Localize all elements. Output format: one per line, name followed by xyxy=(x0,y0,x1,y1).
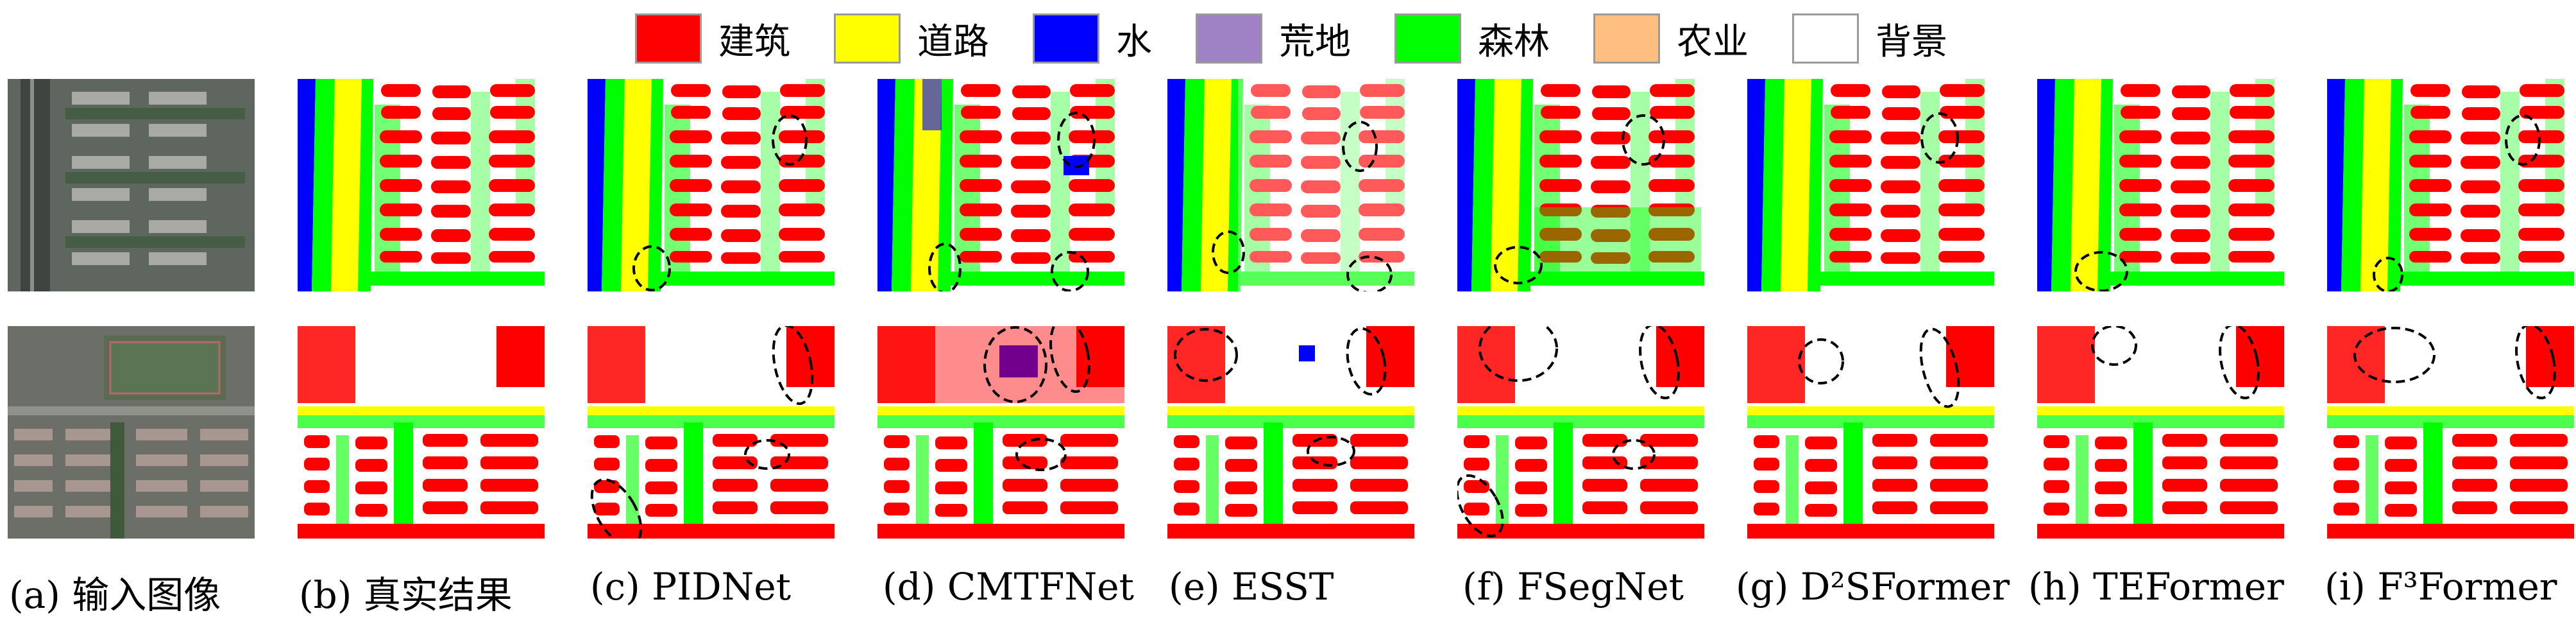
caption-ground-truth: (b) 真实结果 xyxy=(299,573,513,617)
teformer-result-bottom xyxy=(2037,326,2284,539)
ground-truth-top xyxy=(298,79,545,291)
legend-item-agriculture: 农业 xyxy=(1593,13,1749,65)
legend-label-barren: 荒地 xyxy=(1279,21,1351,63)
cmtfnet-result-bottom xyxy=(877,326,1124,539)
f3former-result-top xyxy=(2327,79,2574,291)
legend-swatch-barren xyxy=(1196,13,1262,64)
caption-fsegnet: (f) FSegNet xyxy=(1462,565,1684,609)
legend-swatch-forest xyxy=(1394,13,1461,64)
legend-swatch-background xyxy=(1792,13,1859,64)
legend-label-road: 道路 xyxy=(917,21,989,63)
d2sformer-result-bottom xyxy=(1747,326,1994,539)
cmtfnet-result-top xyxy=(877,79,1124,291)
caption-pidnet: (c) PIDNet xyxy=(590,565,791,609)
input-image-bottom xyxy=(8,326,255,539)
f3former-result-bottom xyxy=(2327,326,2574,539)
pidnet-result-top xyxy=(588,79,835,291)
esst-result-top xyxy=(1167,79,1414,291)
legend-item-water: 水 xyxy=(1033,13,1152,65)
teformer-result-top xyxy=(2037,79,2284,291)
ground-truth-bottom xyxy=(298,326,545,539)
legend-label-agriculture: 农业 xyxy=(1677,21,1749,63)
legend-swatch-agriculture xyxy=(1593,13,1660,64)
input-image-top xyxy=(8,79,255,291)
pidnet-result-bottom xyxy=(588,326,835,539)
caption-f3former: (i) F³Former xyxy=(2325,565,2557,609)
caption-cmtfnet: (d) CMTFNet xyxy=(883,565,1134,609)
fsegnet-result-top xyxy=(1457,79,1704,291)
legend-label-building: 建筑 xyxy=(718,21,790,63)
legend-item-road: 道路 xyxy=(834,13,989,65)
legend-item-forest: 森林 xyxy=(1394,13,1550,65)
fsegnet-result-bottom xyxy=(1457,326,1704,539)
caption-input-image: (a) 输入图像 xyxy=(9,573,221,617)
legend-swatch-water xyxy=(1033,13,1099,64)
legend-swatch-building xyxy=(635,13,702,64)
caption-d2sformer: (g) D²SFormer xyxy=(1736,565,2010,609)
legend-item-barren: 荒地 xyxy=(1196,13,1351,65)
caption-teformer: (h) TEFormer xyxy=(2028,565,2284,609)
legend-item-building: 建筑 xyxy=(635,13,790,65)
legend-label-water: 水 xyxy=(1116,21,1152,63)
caption-esst: (e) ESST xyxy=(1169,565,1334,609)
legend-swatch-road xyxy=(834,13,901,64)
legend: 建筑 道路 水 荒地 森林 农业 背景 xyxy=(635,12,1991,65)
d2sformer-result-top xyxy=(1747,79,1994,291)
legend-label-forest: 森林 xyxy=(1478,21,1550,63)
legend-label-background: 背景 xyxy=(1876,21,1947,63)
esst-result-bottom xyxy=(1167,326,1414,539)
legend-item-background: 背景 xyxy=(1792,13,1947,65)
